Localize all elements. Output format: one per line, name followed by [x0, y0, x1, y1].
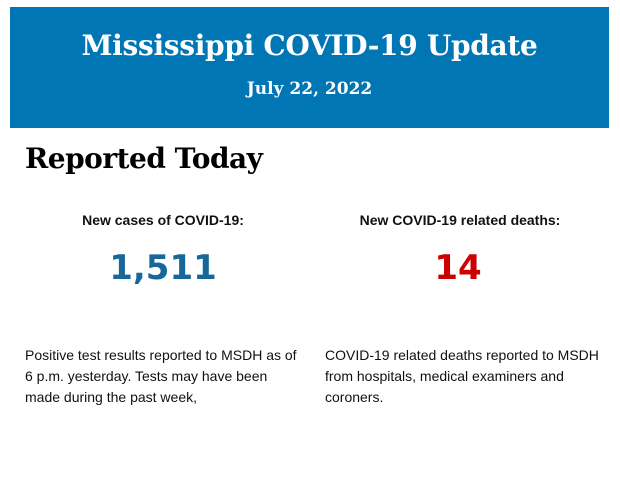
new-deaths-description: COVID-19 related deaths reported to MSDH… — [325, 347, 599, 405]
header-banner: Mississippi COVID-19 Update July 22, 202… — [10, 7, 609, 128]
new-cases-value: 1,511 — [109, 248, 217, 288]
page-title: Mississippi COVID-19 Update — [81, 29, 538, 62]
new-deaths-value: 14 — [434, 248, 482, 288]
new-cases-label: New cases of COVID-19: — [82, 212, 244, 228]
new-cases-description: Positive test results reported to MSDH a… — [25, 347, 297, 405]
section-title: Reported Today — [25, 142, 263, 175]
new-deaths-label: New COVID-19 related deaths: — [359, 212, 561, 228]
update-date: July 22, 2022 — [246, 79, 373, 99]
